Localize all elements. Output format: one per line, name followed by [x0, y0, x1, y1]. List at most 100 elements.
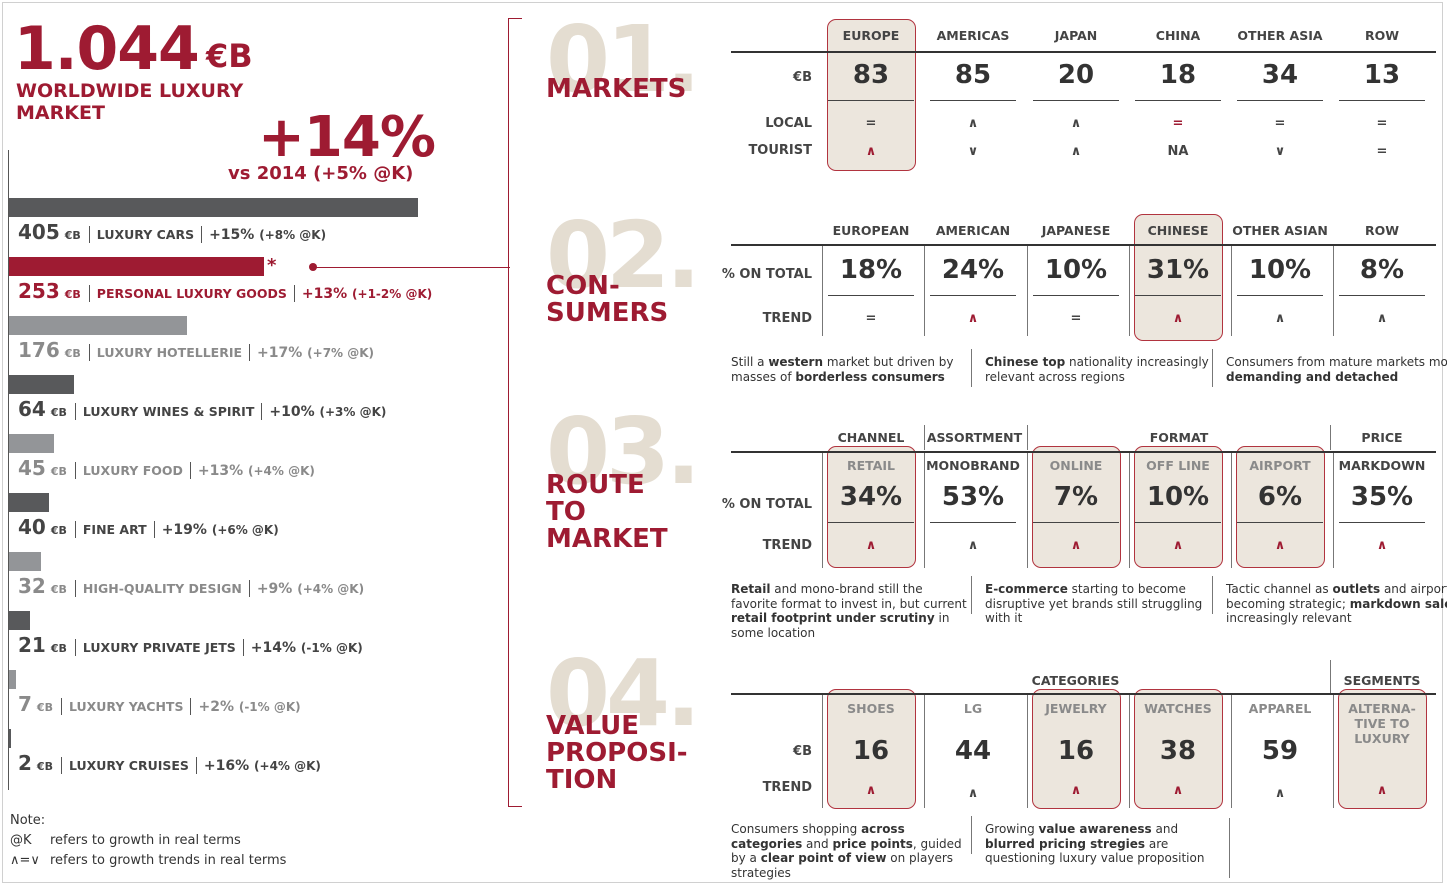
segment-growth-real: (+4% @K): [248, 464, 315, 478]
row-label: % ON TOTAL: [721, 267, 812, 282]
column-divider: [1027, 425, 1028, 450]
segment-label: 64 €B LUXURY WINES & SPIRIT +10% (+3% @K): [18, 397, 386, 421]
segment-growth-nominal: +13%: [301, 286, 348, 302]
consumer-trend: ∧: [1274, 311, 1286, 326]
value-underline: [1135, 295, 1221, 296]
column-divider: [1231, 695, 1232, 808]
column-header: MONOBRAND: [926, 458, 1020, 473]
category-trend: ∧: [1376, 783, 1388, 798]
tourist-trend: NA: [1167, 144, 1189, 159]
row-label: % ON TOTAL: [721, 497, 812, 512]
note-fragment: Chinese top: [985, 355, 1066, 369]
column-divider: [1333, 246, 1334, 336]
category-trend: ∧: [1172, 783, 1184, 798]
note-fragment: Still a: [731, 355, 769, 369]
highlight-box: [1134, 214, 1223, 341]
segment-name: LUXURY WINES & SPIRIT: [74, 403, 263, 420]
segment-name: PERSONAL LUXURY GOODS: [88, 285, 295, 302]
segment-growth: +19% (+6% @K): [162, 522, 279, 538]
section-note: Chinese top nationality increasingly rel…: [985, 355, 1221, 384]
highlight-box: [827, 446, 916, 568]
note-divider: [1212, 349, 1213, 387]
column-header: ROW: [1364, 223, 1400, 238]
note-text: refers to growth trends in real terms: [50, 853, 287, 868]
segment-bar: [9, 552, 42, 571]
column-header: AMERICAN: [935, 223, 1011, 238]
note-fragment: in some location: [731, 611, 950, 640]
column-divider: [822, 695, 823, 808]
column-divider: [822, 453, 823, 568]
note-fragment: borderless consumers: [795, 369, 945, 384]
row-label: €B: [793, 70, 812, 85]
segment-bar: [9, 198, 418, 217]
note-fragment: and mono-brand still the favorite format…: [731, 582, 967, 611]
note-fragment: retail footprint under scrutiny: [731, 611, 935, 625]
section-title-line: SUMERS: [546, 298, 669, 328]
highlight-star: *: [267, 255, 277, 276]
note-key: ∧=∨: [10, 853, 40, 868]
section-number: 01.: [546, 6, 701, 113]
value-underline: [828, 522, 914, 523]
segment-growth: +9% (+4% @K): [257, 581, 364, 597]
group-header: FORMAT: [1149, 430, 1209, 445]
segment-growth: +13% (+4% @K): [198, 463, 315, 479]
segment-value: 7: [18, 692, 32, 716]
column-header: SHOES: [847, 701, 895, 716]
highlight-box: [827, 19, 916, 171]
note-fragment: Consumers from mature markets more: [1226, 355, 1447, 369]
segment-growth: +15% (+8% @K): [209, 227, 326, 243]
consumer-trend: ∧: [967, 311, 979, 326]
column-header: CHINA: [1155, 28, 1201, 43]
note-fragment: clear point of view: [760, 851, 887, 865]
column-header: APPAREL: [1248, 701, 1312, 716]
note-fragment: and: [1151, 822, 1179, 836]
section-title-line: CON-: [546, 271, 620, 301]
segment-growth-nominal: +19%: [161, 522, 207, 538]
segment-unit: €B: [36, 701, 53, 714]
section-note: Still a western market but driven by mas…: [731, 355, 967, 384]
section-note: Retail and mono-brand still the favorite…: [731, 582, 967, 640]
column-header: ALTERNA- TIVE TO LUXURY: [1348, 701, 1416, 746]
note-fragment: Retail: [731, 582, 771, 596]
note: Note: @K refers to growth in real terms ∧…: [10, 811, 286, 871]
note-fragment: increasingly relevant: [1226, 611, 1352, 625]
table-rule: [731, 451, 1436, 453]
local-trend: =: [865, 116, 877, 131]
segment-growth: +14% (-1% @K): [251, 640, 363, 656]
column-divider: [1027, 246, 1028, 336]
segment-unit: €B: [50, 524, 67, 537]
category-value: 44: [954, 736, 992, 766]
table-rule: [731, 693, 1436, 695]
note-fragment: western: [768, 355, 824, 369]
note-item: ∧=∨ refers to growth trends in real terms: [10, 851, 286, 871]
segment-label: 405 €B LUXURY CARS +15% (+8% @K): [18, 220, 326, 244]
segment-growth: +17% (+7% @K): [257, 345, 374, 361]
highlight-box: [827, 689, 916, 809]
segment-label: 176 €B LUXURY HOTELLERIE +17% (+7% @K): [18, 338, 374, 362]
total-market-unit: €B: [206, 37, 253, 75]
row-label: TREND: [762, 311, 812, 326]
category-trend: ∧: [1070, 783, 1082, 798]
row-label: TOURIST: [748, 143, 812, 158]
value-underline: [1033, 522, 1119, 523]
segment-value: 64: [18, 397, 46, 421]
local-trend: ∧: [1070, 116, 1082, 131]
segment-name: FINE ART: [74, 521, 155, 538]
segment-unit: €B: [50, 583, 67, 596]
column-divider: [1027, 453, 1028, 568]
segment-bar: [9, 316, 187, 335]
group-header: PRICE: [1361, 430, 1403, 445]
table-rule: [731, 244, 1436, 246]
segment-growth-nominal: +2%: [198, 699, 234, 715]
value-underline: [1339, 100, 1425, 101]
segment-bar: [9, 670, 17, 689]
highlight-box: [1236, 446, 1325, 568]
column-divider: [924, 425, 925, 450]
note-divider: [1212, 576, 1213, 614]
note-fragment: nationality increasingly relevant across…: [985, 355, 1209, 384]
local-trend: ∧: [967, 116, 979, 131]
column-header: MARKDOWN: [1338, 458, 1426, 473]
note-text: refers to growth in real terms: [50, 833, 241, 848]
highlight-box: [1032, 446, 1121, 568]
local-trend: =: [1376, 116, 1388, 131]
